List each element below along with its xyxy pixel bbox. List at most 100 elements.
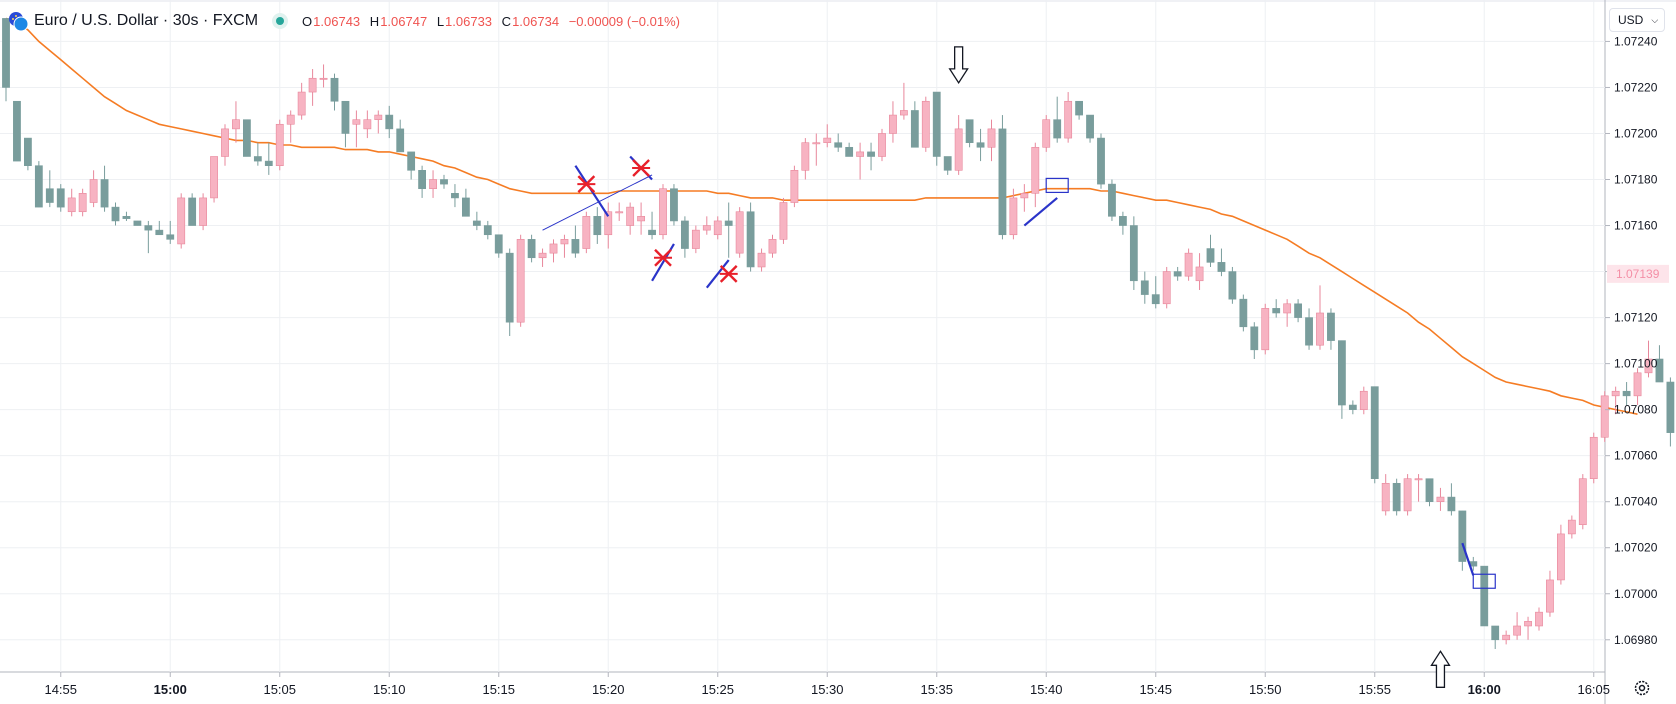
candle-body xyxy=(845,146,854,157)
candle-body xyxy=(13,100,21,162)
candle xyxy=(1283,299,1292,327)
candle xyxy=(418,165,426,198)
candle xyxy=(23,137,32,171)
candle-body xyxy=(965,119,974,143)
candle-body xyxy=(144,225,153,231)
close-label: C xyxy=(501,13,512,29)
candle xyxy=(1239,294,1248,332)
candle xyxy=(987,119,996,162)
candle xyxy=(1578,474,1587,530)
candle xyxy=(1162,266,1171,309)
candle-body xyxy=(1578,478,1587,526)
candle xyxy=(100,165,109,212)
candle xyxy=(582,211,591,254)
candle-body xyxy=(987,128,996,148)
highlight-box xyxy=(1472,573,1496,589)
candle xyxy=(264,142,273,175)
candle-body xyxy=(308,77,317,93)
candle xyxy=(1458,510,1467,571)
price-axis: 1.07240 1.07220 1.07200 1.07180 1.07160 1.071… xyxy=(1605,34,1669,647)
candle-body xyxy=(735,211,744,254)
settings-gear-icon[interactable] xyxy=(1632,678,1652,698)
candle-body xyxy=(483,225,492,236)
candle xyxy=(1348,400,1357,415)
candle xyxy=(1064,92,1073,143)
price-tick-label: 1.07040 xyxy=(1614,495,1658,509)
time-tick-label: 14:55 xyxy=(44,682,77,697)
candle-body xyxy=(286,114,295,125)
low-value: 1.06733 xyxy=(445,13,493,29)
candle xyxy=(932,91,941,166)
candle-body xyxy=(790,170,799,203)
candle-body xyxy=(691,229,700,249)
candle-body xyxy=(1502,634,1511,641)
time-tick-label: 15:55 xyxy=(1358,682,1391,697)
candle xyxy=(702,216,711,235)
candle xyxy=(560,234,569,258)
time-tick-label: 15:20 xyxy=(592,682,625,697)
candle xyxy=(899,82,908,120)
candle-body xyxy=(56,188,65,208)
candle-body xyxy=(1381,482,1390,512)
candle xyxy=(1075,100,1083,120)
candle-body xyxy=(1305,317,1313,346)
candle xyxy=(648,211,656,240)
candle-body xyxy=(319,77,328,80)
candle-body xyxy=(757,252,766,268)
candle xyxy=(166,220,175,244)
price-tick-label: 1.07200 xyxy=(1614,126,1658,140)
candle-body xyxy=(659,188,667,236)
candle xyxy=(1370,386,1379,484)
candle-body xyxy=(1064,100,1073,139)
candle-body xyxy=(199,197,207,226)
candle xyxy=(691,225,700,254)
candle xyxy=(1086,114,1094,143)
candle-body xyxy=(856,151,864,157)
candle xyxy=(878,128,886,162)
candle-body xyxy=(1567,519,1576,535)
time-tick-label: 15:40 xyxy=(1030,682,1063,697)
candle xyxy=(253,142,262,166)
candle xyxy=(330,73,339,111)
time-tick-label: 16:05 xyxy=(1577,682,1610,697)
candle xyxy=(177,193,186,249)
candle xyxy=(746,202,755,272)
candle-body xyxy=(998,128,1007,236)
currency-button[interactable]: USD ⌵ xyxy=(1609,8,1665,32)
candle xyxy=(396,119,405,153)
candle-body xyxy=(440,179,448,185)
candle-body xyxy=(363,119,372,130)
candle-body xyxy=(1097,137,1105,185)
candle xyxy=(275,119,284,171)
change-value: −0.00009 (−0.01%) xyxy=(568,13,680,29)
candle-body xyxy=(275,123,284,166)
candle xyxy=(1403,474,1412,516)
candle-body xyxy=(1491,625,1500,641)
candle-body xyxy=(1119,216,1127,226)
candle-body xyxy=(516,239,525,323)
candle-body xyxy=(418,170,426,190)
candle-body xyxy=(1338,340,1346,406)
candle xyxy=(1119,211,1127,235)
candle-body xyxy=(1294,303,1302,318)
candle-body xyxy=(1589,436,1598,479)
price-tick-label: 1.07060 xyxy=(1614,449,1658,463)
candle xyxy=(1535,607,1543,631)
candle-body xyxy=(407,151,416,171)
candle xyxy=(1261,303,1270,355)
candle-body xyxy=(615,211,624,214)
candle xyxy=(1129,216,1138,290)
symbol-title[interactable]: Euro / U.S. Dollar · 30s · FXCM xyxy=(34,12,259,29)
candle-body xyxy=(1655,358,1664,383)
candle-body xyxy=(1206,248,1215,263)
candle xyxy=(89,170,98,208)
candle-body xyxy=(155,229,164,236)
candle-body xyxy=(823,137,832,143)
candle-body xyxy=(1600,395,1609,438)
candle xyxy=(232,101,240,143)
candle-body xyxy=(921,100,930,148)
candle-body xyxy=(1261,308,1270,351)
candle-body xyxy=(2,18,10,88)
candle xyxy=(659,184,667,240)
